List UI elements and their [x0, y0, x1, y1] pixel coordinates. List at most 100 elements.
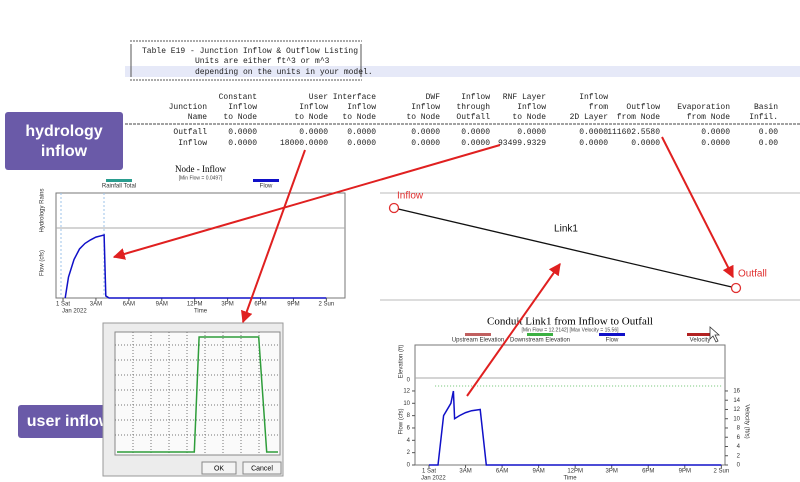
label: user inflow	[27, 413, 112, 430]
chart-title: Conduit Link1 from Inflow to Outfall	[487, 316, 653, 328]
y2-tick-label: 12	[733, 407, 740, 413]
column-header: to Node	[342, 113, 376, 122]
x-tick-label: 2 Sun	[319, 302, 335, 308]
x-tick-label: 6PM	[642, 469, 654, 475]
button[interactable]	[201, 461, 237, 475]
x-tick-label: 6AM	[123, 302, 135, 308]
table-cell: 0.0000	[299, 128, 328, 137]
column-header: to Node	[406, 113, 440, 122]
x-tick-label: 3AM	[90, 302, 102, 308]
dialog-plot	[114, 331, 281, 456]
table-cell: 0.0000	[701, 139, 730, 148]
table-cell: 0.0000	[461, 139, 490, 148]
table-cell: 0.0000	[517, 128, 546, 137]
y-tick-label: 10	[403, 401, 410, 407]
column-header: Outfall	[456, 113, 490, 122]
legend-swatch	[253, 179, 279, 182]
series-line	[64, 234, 327, 299]
column-header: Junction	[169, 103, 208, 112]
column-header: Outflow	[626, 103, 660, 112]
column-header: Inflow	[411, 103, 440, 112]
table-cell: Inflow	[178, 139, 207, 148]
y-tick-label: 2	[407, 450, 411, 456]
column-header: Inflow	[517, 103, 546, 112]
x-tick-label: 12PM	[187, 302, 203, 308]
hydrology-box	[5, 112, 123, 170]
y2-tick-label: 14	[733, 398, 740, 404]
table-cell: 18000.0000	[280, 139, 328, 148]
x-tick-label: 9PM	[287, 302, 299, 308]
legend-swatch	[465, 333, 491, 336]
arrows	[112, 136, 734, 397]
table-cell: 0.0000	[228, 139, 257, 148]
table-cell: 0.0000	[411, 128, 440, 137]
user-box	[18, 405, 120, 438]
table-cell: 0.00	[759, 128, 778, 137]
y2-label: Velocity (ft/s)	[743, 404, 749, 438]
series-line	[117, 336, 278, 453]
chart-subtitle: [Min Flow = 12.2142] [Max Velocity = 15.…	[522, 327, 620, 333]
table-cell: 0.0000	[461, 128, 490, 137]
series-line	[429, 390, 722, 466]
legend-swatch	[687, 333, 713, 336]
y2-tick-label: 10	[733, 416, 740, 422]
node-label: Inflow	[397, 191, 424, 202]
column-header: Inflow	[579, 93, 608, 102]
y2-tick-label: 8	[737, 426, 741, 432]
button-label: OK	[214, 465, 224, 472]
legend-label: Downstream Elevation	[510, 338, 570, 344]
column-header: to Node	[512, 113, 546, 122]
table-cell: 111602.5580	[607, 128, 660, 137]
y2-tick-label: 4	[737, 444, 741, 450]
x-tick-label: 1 Sat	[56, 302, 70, 308]
column-header: RNF Layer	[503, 93, 546, 102]
y-tick-label: 4	[407, 438, 411, 444]
chart-subtitle: [Min Flow = 0.0497]	[179, 175, 223, 181]
column-header: Infil.	[749, 113, 778, 122]
plot-frame	[55, 192, 346, 299]
x-tick-label: 3PM	[221, 302, 233, 308]
column-header: Basin	[754, 103, 778, 112]
column-header: to Node	[294, 113, 328, 122]
y-label-top: Hydrology Rains	[40, 188, 46, 232]
column-header: to Node	[223, 113, 257, 122]
x-tick-label: 12PM	[567, 469, 583, 475]
x-tick-label: 6AM	[496, 469, 508, 475]
legend-swatch	[527, 333, 553, 336]
column-header: Inflow	[461, 93, 490, 102]
elev-tick-label: 0	[407, 378, 411, 384]
dialog-grid	[115, 332, 280, 455]
link-label: Link1	[554, 224, 578, 235]
table-title: depending on the units in your model.	[195, 68, 373, 77]
legend-label: Rainfall Total	[102, 184, 136, 190]
column-header: Name	[188, 113, 207, 122]
column-header: Interface	[333, 93, 376, 102]
highlight-row	[125, 66, 800, 77]
link	[393, 207, 737, 289]
table-cell: 0.0000	[701, 128, 730, 137]
table-cell: 0.0000	[347, 139, 376, 148]
column-header: 2D Layer	[570, 113, 609, 122]
table-cell: 0.0000	[228, 128, 257, 137]
table-cell: 0.0000	[579, 128, 608, 137]
cursor	[709, 326, 721, 343]
x-tick-label: 9AM	[156, 302, 168, 308]
button[interactable]	[242, 461, 282, 475]
table-cell: 0.0000	[347, 128, 376, 137]
label: hydrology	[25, 123, 102, 140]
node[interactable]	[730, 282, 742, 294]
legend-label: Flow	[606, 338, 619, 344]
y2-tick-label: 16	[733, 389, 740, 395]
y-tick-label: 0	[407, 463, 411, 469]
table-cell: 0.0000	[631, 139, 660, 148]
table-cell: 0.00	[759, 139, 778, 148]
legend-label: Upstream Elevation	[452, 338, 504, 344]
y-label: Flow (cfs)	[40, 250, 46, 276]
table-cell: 0.0000	[411, 139, 440, 148]
legend-label: Flow	[260, 184, 273, 190]
column-header: Inflow	[228, 103, 257, 112]
node[interactable]	[388, 202, 400, 214]
column-header: DWF	[426, 93, 441, 102]
